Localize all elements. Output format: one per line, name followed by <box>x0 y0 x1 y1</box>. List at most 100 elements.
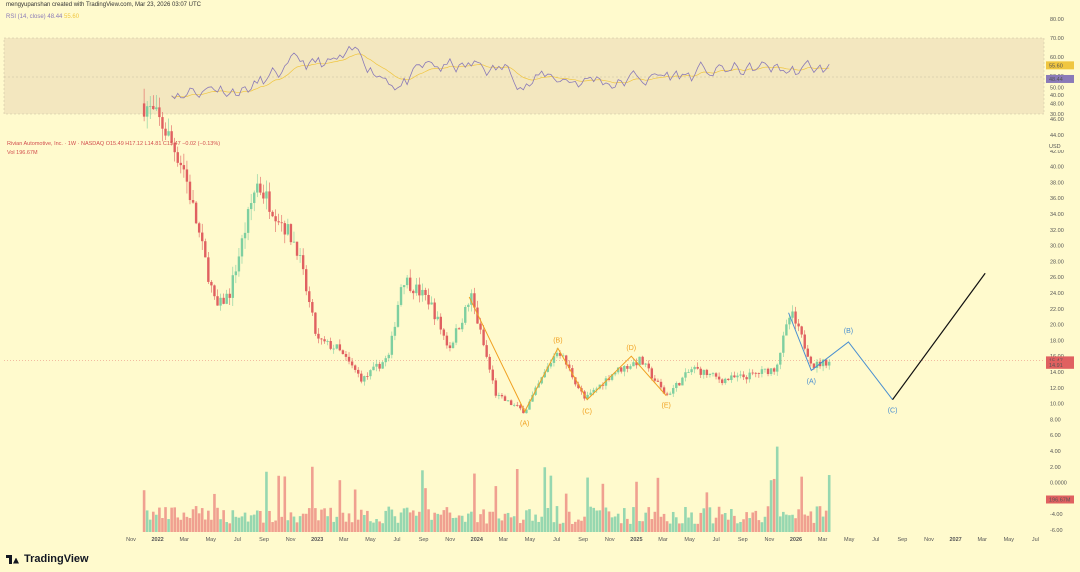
candle-body <box>592 389 595 393</box>
volume-bar <box>439 514 443 532</box>
candle-body <box>653 378 657 381</box>
volume-bar <box>785 514 788 532</box>
candle-body <box>733 375 736 378</box>
volume-bar <box>543 467 547 532</box>
volume-bar <box>525 510 528 532</box>
volume-bar <box>255 510 259 532</box>
candle-body <box>512 404 516 406</box>
volume-bar <box>733 515 736 532</box>
candle-body <box>681 377 684 386</box>
volume-bar <box>393 516 397 532</box>
volume-bar <box>418 511 421 532</box>
price-tick-label: 28.00 <box>1050 259 1064 265</box>
tradingview-icon <box>6 554 20 564</box>
volume-bar <box>610 517 614 532</box>
candle-body <box>161 117 164 129</box>
candle-body <box>714 373 718 377</box>
candle-body <box>412 290 415 294</box>
candle-body <box>225 293 228 304</box>
price-tick-label: 20.00 <box>1050 323 1064 329</box>
volume-bar <box>601 483 605 532</box>
candle-body <box>705 369 709 376</box>
volume-bar <box>555 506 559 532</box>
volume-bar <box>720 514 724 532</box>
candle-body <box>378 363 381 369</box>
volume-bar <box>754 510 758 532</box>
volume-bar <box>378 521 381 532</box>
volume-bar <box>522 519 525 532</box>
volume-bar <box>182 512 186 532</box>
candle-body <box>724 378 727 384</box>
volume-bar <box>274 520 277 532</box>
candle-body <box>503 396 507 401</box>
candle-body <box>298 255 302 256</box>
volume-bar <box>763 516 767 532</box>
candle-body <box>274 216 277 222</box>
low-price-label-bg <box>1046 360 1074 369</box>
candle-body <box>387 354 390 359</box>
candle-body <box>809 356 813 364</box>
rsi-ma-value: 55.60 <box>64 14 80 20</box>
volume-bar <box>730 508 733 532</box>
price-tick-label: 8.00 <box>1050 417 1061 423</box>
volume-bar <box>613 516 617 532</box>
candle-body <box>656 380 660 382</box>
volume-bar <box>445 507 449 532</box>
candle-body <box>662 387 666 394</box>
candle-body <box>191 200 195 203</box>
candle-body <box>613 372 617 375</box>
candle-body <box>204 241 207 258</box>
volume-bar <box>314 508 317 532</box>
time-tick-label: Nov <box>765 537 775 543</box>
volume-bar <box>705 492 709 532</box>
time-tick-label: Jul <box>234 537 241 543</box>
volume-bar <box>164 507 167 532</box>
volume-bar <box>552 522 556 532</box>
candle-body <box>445 335 449 346</box>
volume-bar <box>399 512 403 532</box>
rsi-ma-axis-label: 55.60 <box>1049 63 1063 69</box>
volume-bar <box>626 518 629 532</box>
rsi-lines <box>171 45 830 100</box>
volume-bar <box>821 516 825 532</box>
volume-bar <box>335 516 339 532</box>
volume-bar <box>161 518 164 532</box>
symbol-legend[interactable]: Rivian Automotive, Inc. · 1W · NASDAQ O1… <box>7 141 221 147</box>
candle-body <box>390 335 394 355</box>
candle-body <box>638 356 641 366</box>
volume-bar <box>745 512 748 532</box>
volume-bar <box>243 512 247 532</box>
candle-body <box>620 367 623 372</box>
volume-bar <box>693 523 696 532</box>
volume-bar <box>463 521 467 532</box>
candle-body <box>506 400 510 402</box>
candle-body <box>708 373 712 376</box>
tradingview-logo[interactable]: TradingView <box>6 553 89 565</box>
orange-wave-label: (A) <box>520 421 529 428</box>
volume-bar <box>271 522 274 532</box>
candle-body <box>751 372 754 374</box>
price-tick-label: 24.00 <box>1050 291 1064 297</box>
candle-body <box>219 297 222 306</box>
candle-body <box>194 202 198 224</box>
volume-bar <box>540 516 544 532</box>
candle-body <box>375 363 378 367</box>
price-tick-label: 34.00 <box>1050 212 1064 218</box>
candle-body <box>253 192 256 204</box>
candle-body <box>464 306 467 323</box>
volume-bar <box>228 523 232 532</box>
blue-wave-line <box>788 312 893 400</box>
candle-body <box>558 352 562 356</box>
volume-bar <box>436 513 440 532</box>
candle-body <box>424 289 427 295</box>
candle-body <box>237 256 241 272</box>
rsi-legend[interactable]: RSI (14, close) 48.44 55.60 <box>6 14 79 20</box>
price-tick-label: 38.00 <box>1050 180 1064 186</box>
candle-body <box>280 222 283 224</box>
price-tick-label: -4.00 <box>1050 512 1063 518</box>
volume-bar <box>203 519 207 532</box>
time-tick-label: Mar <box>977 537 987 543</box>
candle-body <box>766 368 770 375</box>
price-tick-label: 6.00 <box>1050 433 1061 439</box>
